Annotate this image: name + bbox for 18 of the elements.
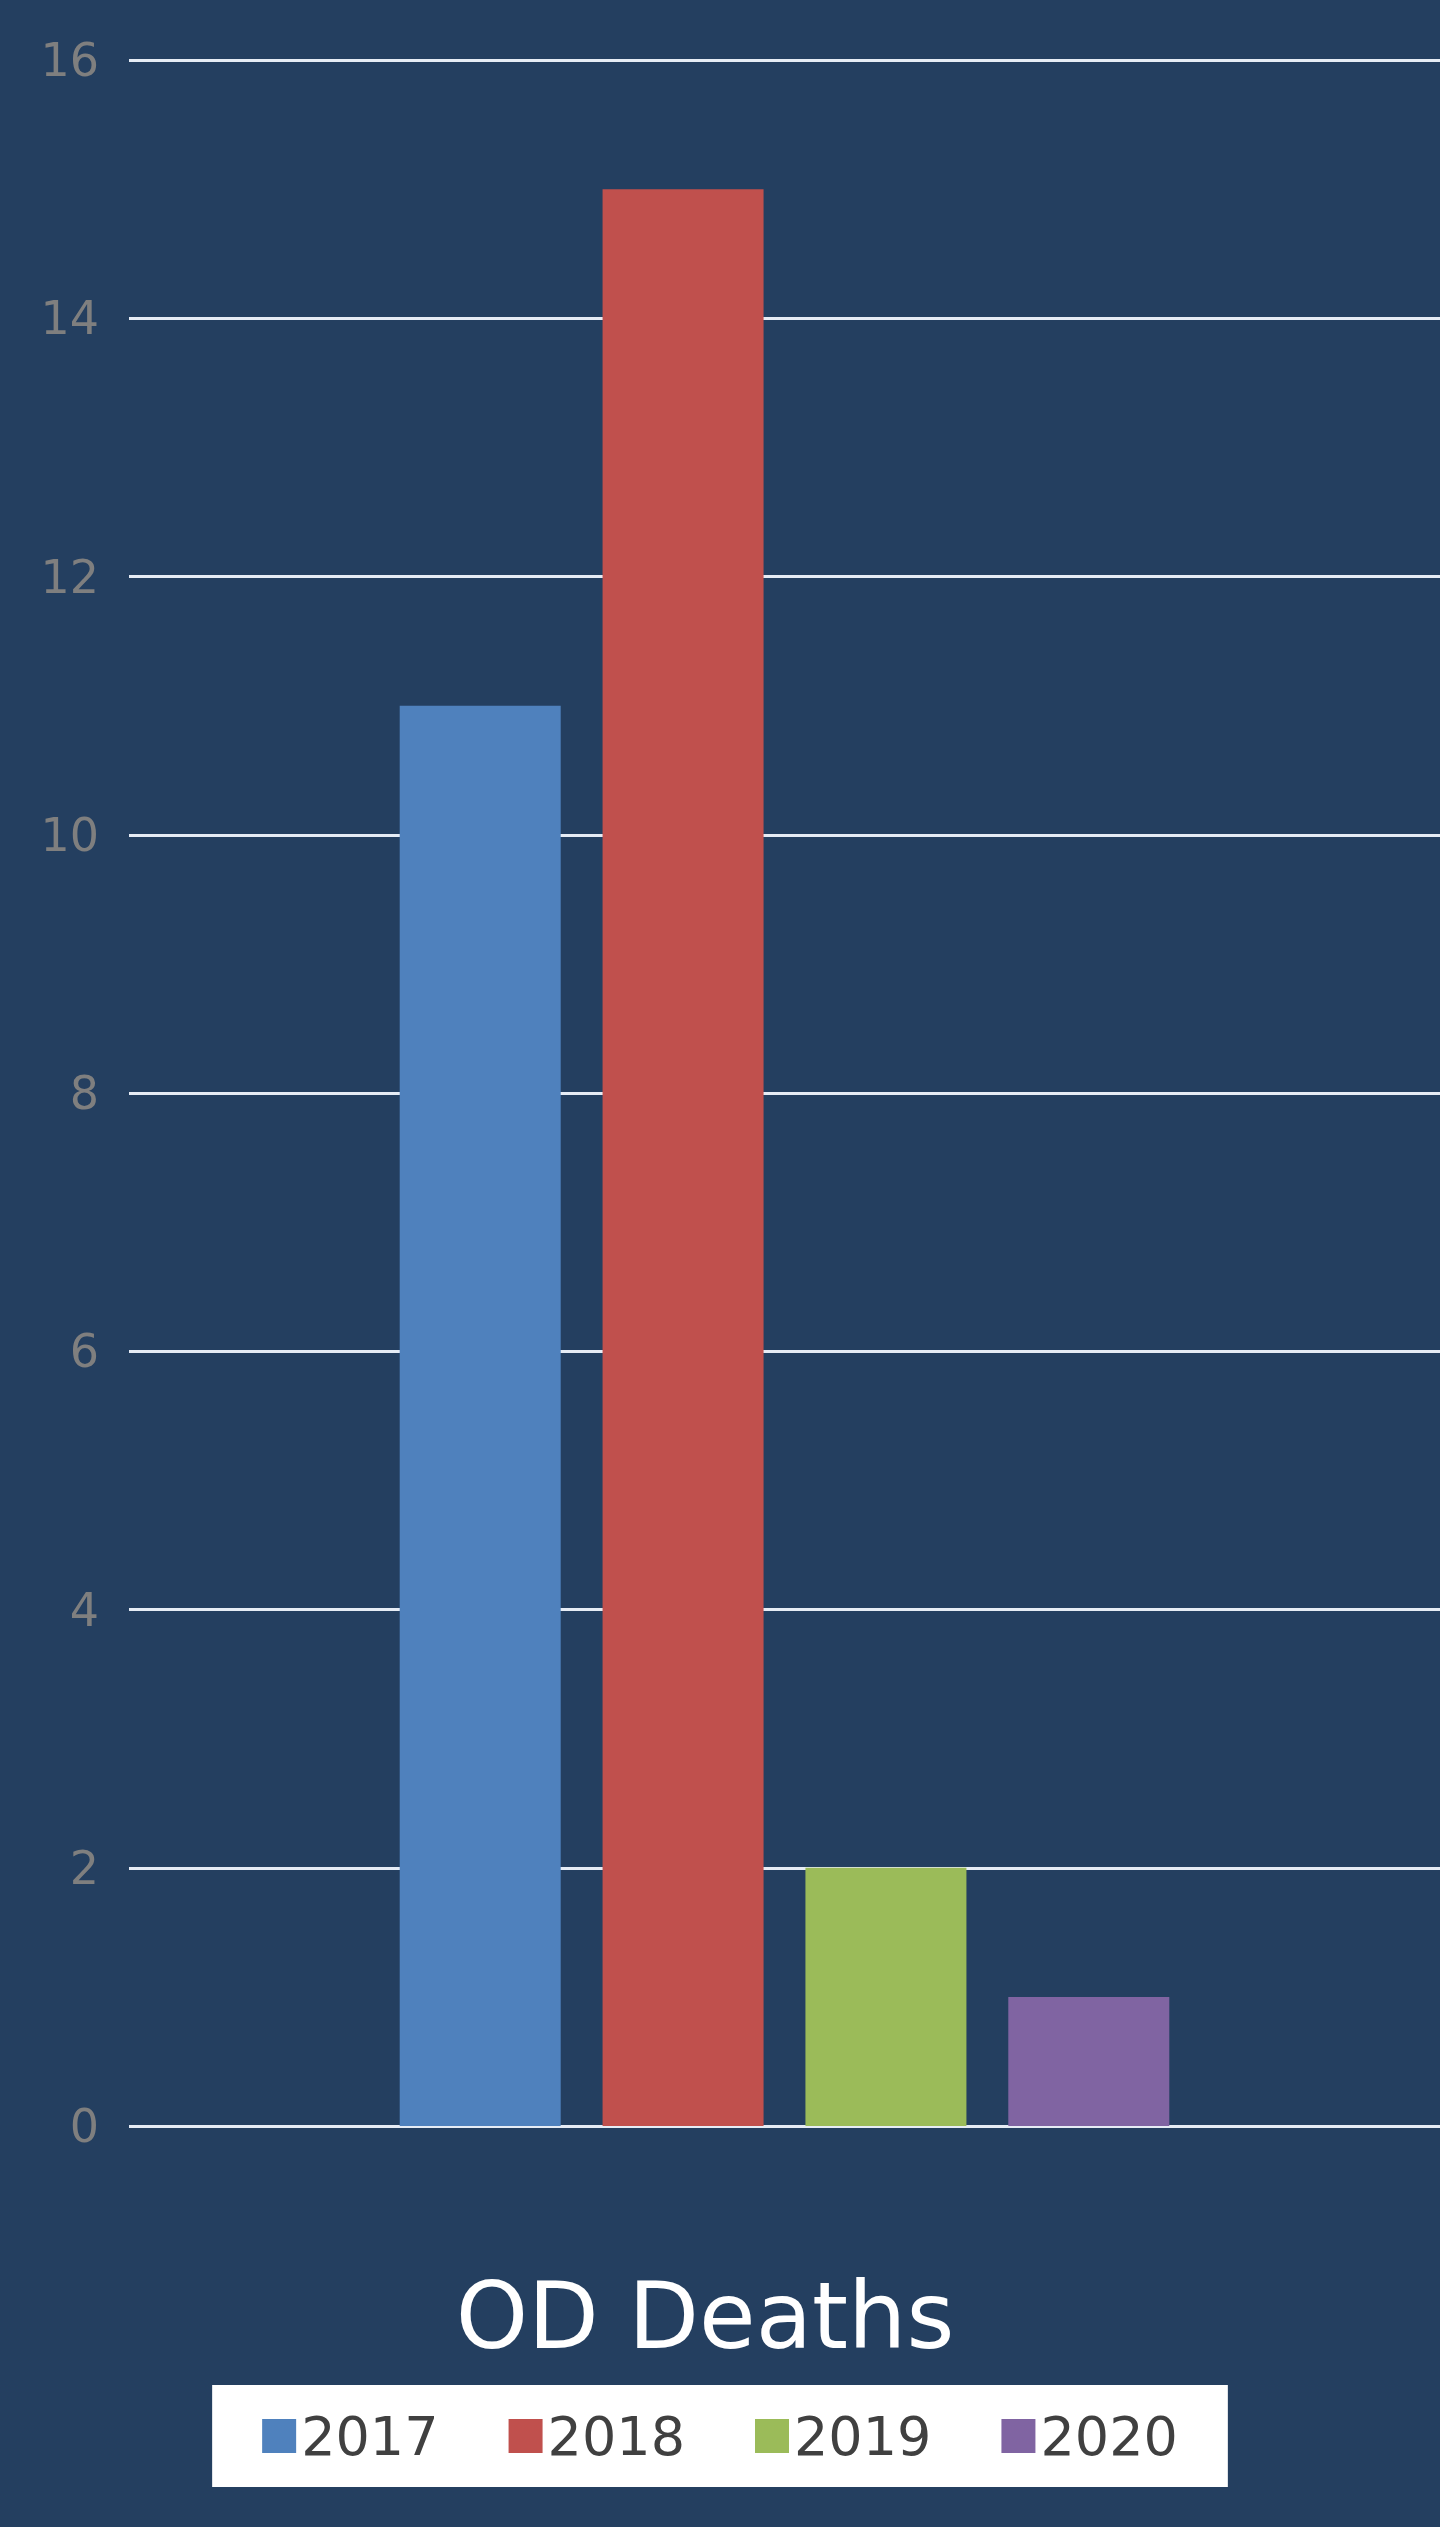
legend-label: 2017	[301, 2404, 439, 2468]
y-tick-label: 12	[40, 549, 99, 604]
legend-label: 2019	[794, 2404, 932, 2468]
y-tick-label: 14	[40, 291, 99, 346]
text: OD Deaths	[455, 2262, 955, 2370]
bar	[602, 189, 764, 2126]
y-tick-label: 10	[40, 807, 99, 862]
bar	[1008, 1996, 1170, 2126]
bar	[805, 1867, 967, 2126]
y-tick-label: 6	[69, 1324, 99, 1379]
y-tick-label: 8	[69, 1066, 99, 1120]
y-tick-label: 4	[69, 1582, 99, 1637]
legend-label: 2018	[547, 2404, 686, 2468]
y-tick-label: 0	[69, 2099, 99, 2153]
y-tick-label: 2	[69, 1840, 99, 1895]
y-tick-label: 16	[40, 33, 99, 87]
bar	[399, 705, 561, 2126]
legend-label: 2020	[1040, 2404, 1178, 2468]
